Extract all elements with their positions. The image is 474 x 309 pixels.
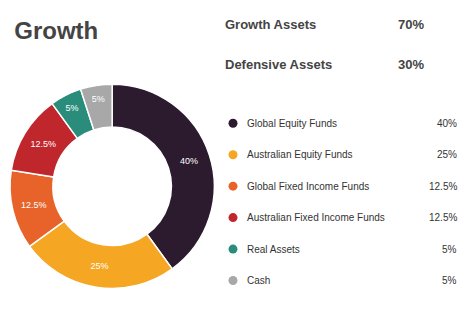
svg-text:30%: 30%: [398, 57, 424, 72]
svg-text:12.5%: 12.5%: [429, 181, 457, 192]
svg-text:25%: 25%: [91, 261, 109, 271]
svg-text:25%: 25%: [437, 149, 457, 160]
svg-text:Australian Equity Funds: Australian Equity Funds: [247, 149, 353, 160]
svg-text:Growth: Growth: [14, 17, 98, 44]
svg-text:5%: 5%: [92, 94, 105, 104]
svg-text:Real Assets: Real Assets: [247, 244, 300, 255]
svg-text:Global Equity Funds: Global Equity Funds: [247, 118, 337, 129]
svg-text:Global Fixed Income Funds: Global Fixed Income Funds: [247, 181, 369, 192]
svg-text:Cash: Cash: [247, 275, 270, 286]
svg-text:Defensive Assets: Defensive Assets: [225, 57, 332, 72]
svg-text:12.5%: 12.5%: [429, 212, 457, 223]
svg-text:5%: 5%: [442, 244, 457, 255]
svg-text:12.5%: 12.5%: [31, 139, 57, 149]
svg-text:40%: 40%: [437, 118, 457, 129]
svg-text:Growth Assets: Growth Assets: [225, 17, 316, 32]
svg-text:12.5%: 12.5%: [21, 200, 47, 210]
svg-text:Australian Fixed Income Funds: Australian Fixed Income Funds: [247, 212, 385, 223]
svg-text:70%: 70%: [398, 17, 424, 32]
svg-text:5%: 5%: [66, 103, 79, 113]
svg-text:40%: 40%: [180, 156, 198, 166]
svg-text:5%: 5%: [442, 275, 457, 286]
